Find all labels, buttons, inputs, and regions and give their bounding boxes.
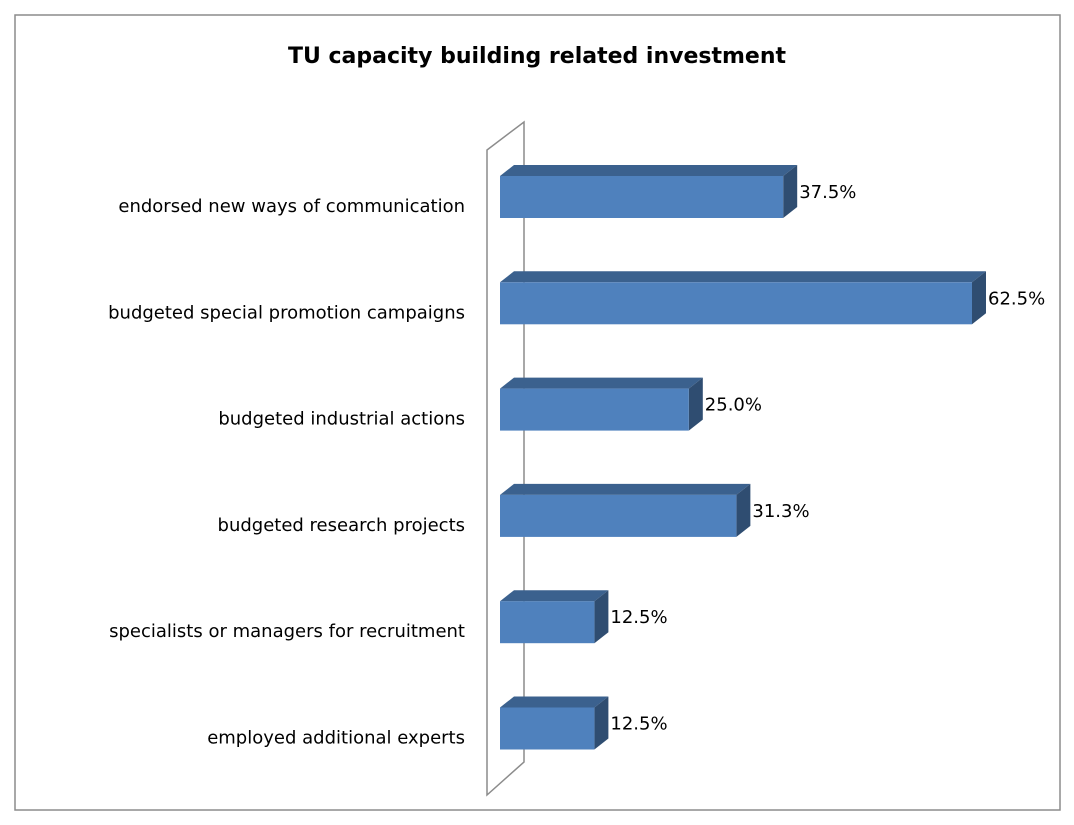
value-label: 12.5%	[610, 607, 667, 628]
bar-side	[594, 590, 609, 644]
bar-top	[500, 377, 703, 389]
chart-title: TU capacity building related investment	[288, 44, 787, 69]
category-label: employed additional experts	[207, 728, 465, 749]
value-label: 37.5%	[799, 182, 856, 203]
category-label: budgeted research projects	[218, 515, 465, 536]
bar	[500, 601, 595, 644]
bar	[500, 388, 689, 431]
bar-side	[688, 377, 703, 431]
bar	[500, 282, 972, 325]
bar-top	[500, 271, 986, 283]
bar	[500, 176, 784, 218]
bar	[500, 707, 595, 750]
bar-side	[594, 696, 609, 750]
axis-wall	[486, 120, 525, 797]
bar-top	[500, 590, 609, 602]
category-label: endorsed new ways of communication	[118, 196, 465, 217]
bar-side	[783, 165, 798, 218]
value-label: 25.0%	[705, 395, 762, 416]
category-label: budgeted special promotion campaigns	[108, 302, 465, 323]
bar-top	[500, 483, 751, 495]
value-label: 62.5%	[988, 288, 1045, 309]
bar-top	[500, 165, 798, 176]
bar-side	[972, 271, 986, 325]
category-label: specialists or managers for recruitment	[109, 621, 465, 642]
category-label: budgeted industrial actions	[218, 409, 465, 430]
bar	[500, 494, 737, 537]
value-label: 12.5%	[610, 714, 667, 735]
bar-side	[736, 483, 751, 537]
value-label: 31.3%	[752, 501, 809, 522]
bar-top	[500, 696, 609, 708]
